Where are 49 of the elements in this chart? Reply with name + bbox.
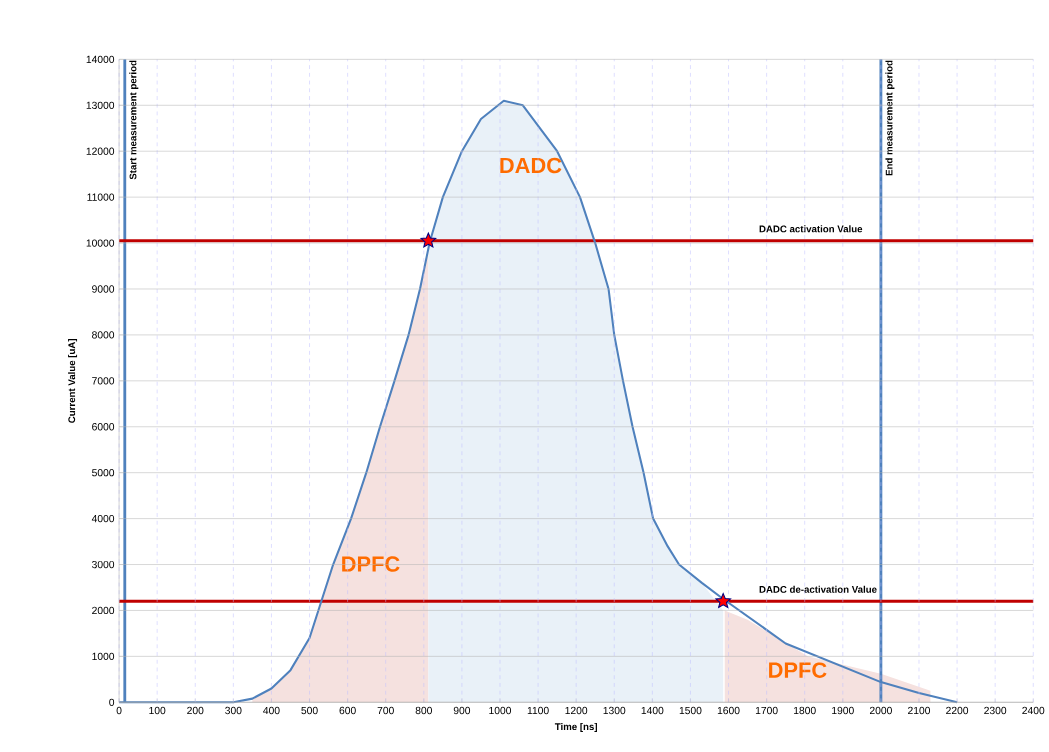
- x-tick-label: 2000: [869, 706, 892, 715]
- x-tick-label: 200: [187, 706, 204, 715]
- y-tick-label: 14000: [86, 55, 115, 64]
- x-tick-label: 1300: [603, 706, 626, 715]
- y-tick-label: 4000: [91, 514, 115, 523]
- y-tick-label: 10000: [86, 239, 115, 247]
- x-axis-title: Time [ns]: [554, 722, 597, 732]
- x-tick-label: 600: [339, 706, 356, 715]
- ref-line-label: DADC de-activation Value: [759, 585, 877, 593]
- y-tick-label: 7000: [92, 377, 115, 385]
- y-tick-label: 9000: [92, 285, 115, 293]
- y-tick-label: 12000: [86, 147, 115, 155]
- y-tick-label: 11000: [87, 193, 115, 201]
- y-tick-label: 13000: [86, 101, 115, 109]
- x-tick-label: 2100: [908, 706, 931, 715]
- x-tick-label: 400: [263, 706, 280, 715]
- annotation: DADC: [500, 157, 562, 174]
- y-tick-label: 3000: [92, 560, 115, 569]
- x-tick-label: 1100: [527, 706, 549, 715]
- y-tick-label: 5000: [92, 469, 115, 477]
- x-tick-label: 1800: [794, 706, 816, 715]
- x-tick-label: 100: [149, 706, 166, 715]
- y-tick-label: 0: [109, 698, 115, 706]
- y-tick-label: 8000: [92, 331, 115, 339]
- x-tick-label: 2300: [984, 706, 1007, 715]
- annotation: DPFC: [769, 662, 827, 678]
- y-axis-title: Current Value [uA]: [68, 339, 78, 423]
- x-tick-label: 0: [116, 706, 122, 715]
- x-tick-label: 1400: [641, 706, 664, 715]
- x-tick-label: 1200: [565, 706, 588, 715]
- x-tick-label: 300: [225, 706, 242, 715]
- x-tick-label: 1600: [717, 706, 740, 715]
- x-tick-label: 2200: [946, 706, 969, 715]
- ref-line-label: End measurement period: [885, 60, 895, 176]
- ref-line-label: DADC activation Value: [759, 225, 863, 233]
- x-tick-label: 700: [377, 706, 394, 715]
- y-tick-label: 6000: [92, 423, 115, 431]
- x-tick-label: 800: [415, 706, 432, 715]
- x-tick-label: 1000: [489, 706, 512, 715]
- x-tick-label: 1500: [679, 706, 702, 715]
- y-tick-label: 2000: [92, 606, 115, 615]
- annotation: DPFC: [342, 556, 400, 572]
- y-tick-label: 1000: [92, 652, 115, 661]
- x-tick-label: 500: [301, 706, 318, 715]
- x-tick-label: 900: [453, 706, 471, 715]
- ref-line-label: Start measurement period: [129, 60, 139, 180]
- x-tick-label: 1700: [755, 706, 778, 715]
- x-tick-label: 1900: [832, 706, 854, 715]
- x-tick-label: 2400: [1022, 706, 1045, 715]
